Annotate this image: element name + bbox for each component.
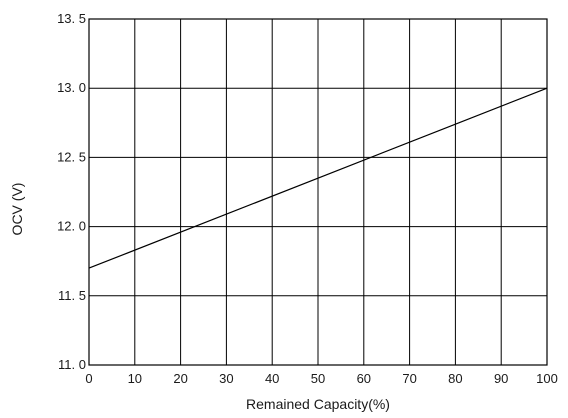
ocv-series-line: [88, 87, 548, 269]
y-tick-label: 13. 0: [57, 80, 86, 95]
y-tick-label: 12. 0: [57, 219, 86, 234]
y-axis-label: OCV (V): [9, 183, 25, 236]
x-tick-label: 20: [173, 371, 187, 386]
x-tick-label: 60: [357, 371, 371, 386]
x-tick-label: 80: [448, 371, 462, 386]
y-tick-label: 11. 0: [58, 357, 86, 372]
x-tick-label: 0: [85, 371, 92, 386]
x-tick-label: 10: [128, 371, 142, 386]
x-tick-label: 30: [219, 371, 233, 386]
frame-layer: [88, 18, 548, 366]
x-tick-label: 50: [311, 371, 325, 386]
x-tick-label: 90: [494, 371, 508, 386]
x-tick-label: 100: [536, 371, 558, 386]
y-tick-label: 12. 5: [57, 149, 86, 164]
x-tick-label: 70: [402, 371, 416, 386]
x-tick-labels: 0 10 20 30 40 50 60 70 80 90 100: [85, 371, 557, 386]
series-layer: [88, 87, 548, 269]
y-tick-label: 13. 5: [57, 11, 86, 26]
x-axis-label: Remained Capacity(%): [246, 396, 390, 412]
y-tick-label: 11. 5: [58, 288, 86, 303]
grid-layer: [89, 19, 547, 365]
plot-frame: [88, 18, 548, 366]
y-tick-labels: 11. 0 11. 5 12. 0 12. 5 13. 0 13. 5: [57, 11, 86, 372]
x-tick-label: 40: [265, 371, 279, 386]
